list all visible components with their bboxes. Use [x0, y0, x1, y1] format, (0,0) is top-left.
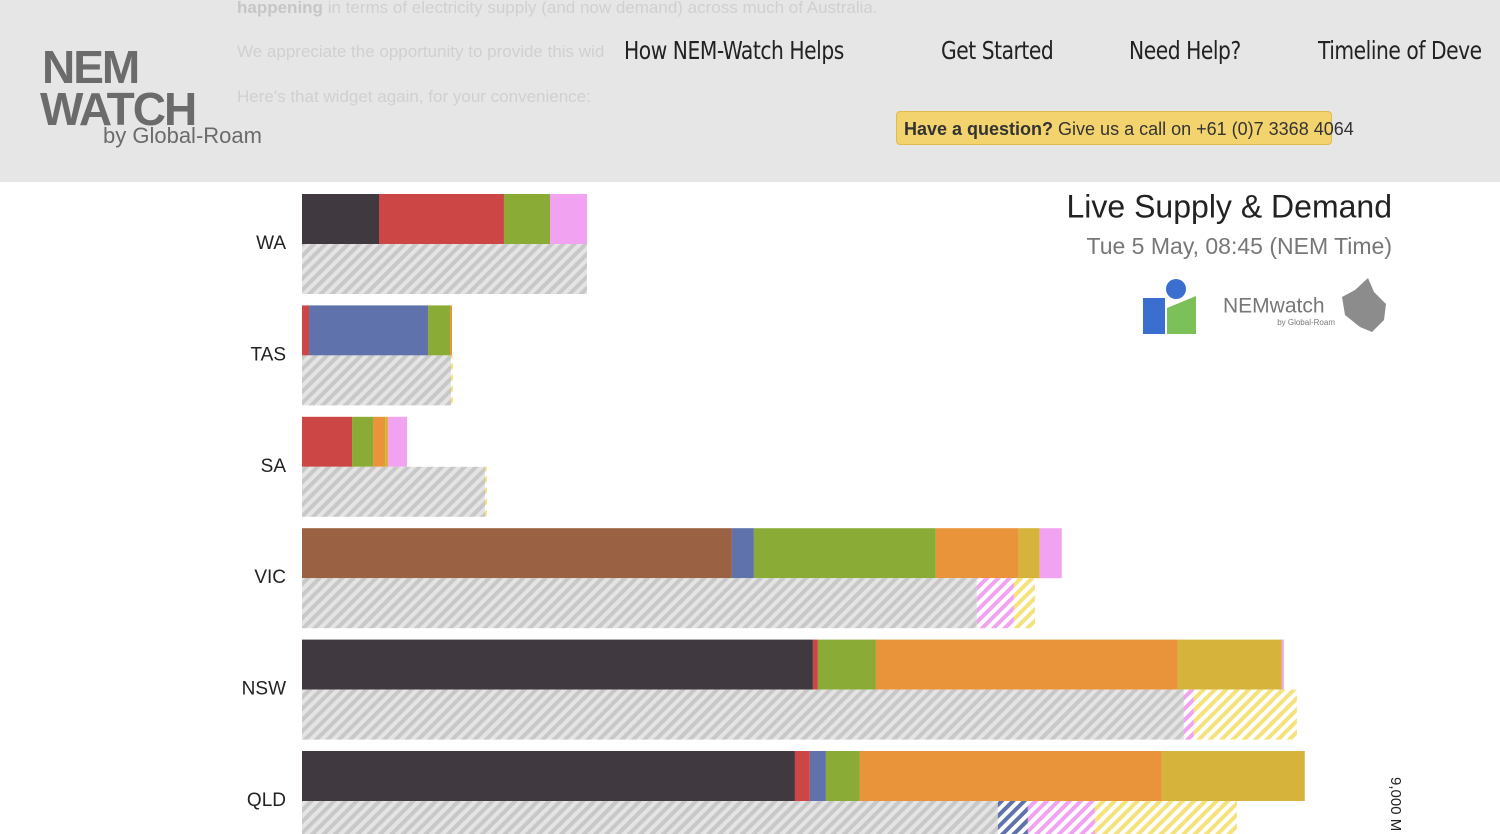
supply-segment: [935, 528, 1019, 579]
category-label: VIC: [254, 567, 286, 588]
supply-segment: [373, 416, 386, 467]
bold-text: happening: [237, 0, 323, 17]
supply-segment: [817, 639, 876, 690]
supply-segment: [549, 194, 588, 244]
supply-segment: [302, 528, 732, 579]
category-label: TAS: [250, 344, 286, 365]
supply-segment: [302, 194, 379, 244]
logo-bottom[interactable]: WATCH: [40, 83, 197, 135]
supply-segment: [809, 751, 826, 801]
chart-title: Live Supply & Demand: [1066, 188, 1392, 224]
supply-segment: [450, 305, 452, 356]
demand-segment: [451, 355, 453, 406]
supply-segment: [825, 751, 860, 801]
demand-segment: [302, 466, 486, 517]
chart: Live Supply & Demand Tue 5 May, 08:45 (N…: [242, 188, 1404, 834]
supply-segment: [352, 416, 374, 467]
supply-segment: [302, 416, 353, 467]
supply-segment: [753, 528, 936, 579]
question-banner[interactable]: Have a question? Give us a call on +61 (0…: [896, 111, 1354, 145]
supply-segment: [875, 639, 1178, 690]
banner-text: Give us a call on +61 (0)7 3368 4064: [1058, 119, 1354, 139]
x-tick-label: 9,000 M: [1387, 777, 1404, 831]
header: happening in terms of electricity supply…: [0, 0, 1500, 182]
brand-by: by Global-Roam: [1277, 318, 1335, 327]
text: in terms of electricity supply (and now …: [327, 0, 878, 17]
supply-segment: [302, 305, 310, 356]
background-text: happening in terms of electricity supply…: [237, 0, 878, 18]
demand-segment: [302, 355, 452, 406]
supply-segment: [378, 194, 504, 244]
supply-segment: [731, 528, 754, 579]
demand-segment: [1013, 578, 1035, 629]
supply-segment: [388, 416, 408, 467]
category-label: QLD: [247, 790, 286, 811]
chart-subtitle: Tue 5 May, 08:45 (NEM Time): [1087, 233, 1392, 259]
demand-segment: [485, 466, 487, 517]
supply-segment: [503, 194, 550, 244]
nav-link[interactable]: How NEM-Watch Helps: [624, 36, 844, 65]
logo-by[interactable]: by Global-Roam: [103, 123, 262, 148]
demand-segment: [1027, 801, 1095, 834]
demand-segment: [302, 689, 1184, 740]
logo-top[interactable]: NEM: [42, 41, 140, 93]
supply-segment: [428, 305, 451, 356]
supply-segment: [1039, 528, 1062, 579]
category-label: NSW: [242, 679, 286, 700]
demand-segment: [976, 578, 1014, 629]
demand-segment: [1193, 689, 1297, 740]
supply-segment: [1281, 639, 1284, 690]
demand-segment: [302, 244, 587, 294]
supply-segment: [1018, 528, 1040, 579]
supply-segment: [859, 751, 1162, 801]
nav-link[interactable]: Need Help?: [1129, 36, 1241, 65]
category-label: WA: [256, 233, 286, 254]
brand-icon: [1143, 278, 1386, 334]
demand-segment: [997, 801, 1028, 834]
category-label: SA: [261, 456, 287, 477]
brand-name: NEMwatch: [1223, 295, 1325, 318]
demand-segment: [1183, 689, 1194, 740]
nav-link[interactable]: Get Started: [941, 36, 1054, 65]
supply-segment: [1161, 751, 1305, 801]
supply-segment: [1177, 639, 1282, 690]
supply-segment: [309, 305, 429, 356]
supply-segment: [812, 639, 818, 690]
supply-segment: [302, 639, 813, 690]
demand-segment: [302, 801, 998, 834]
supply-segment: [794, 751, 810, 801]
demand-segment: [302, 578, 977, 629]
supply-segment: [385, 416, 389, 467]
nav-link[interactable]: Timeline of Deve: [1318, 36, 1482, 65]
supply-segment: [302, 751, 795, 801]
banner-bold: Have a question?: [904, 119, 1054, 139]
background-text: We appreciate the opportunity to provide…: [237, 42, 605, 61]
background-text: Here's that widget again, for your conve…: [237, 87, 591, 106]
demand-segment: [1094, 801, 1237, 834]
